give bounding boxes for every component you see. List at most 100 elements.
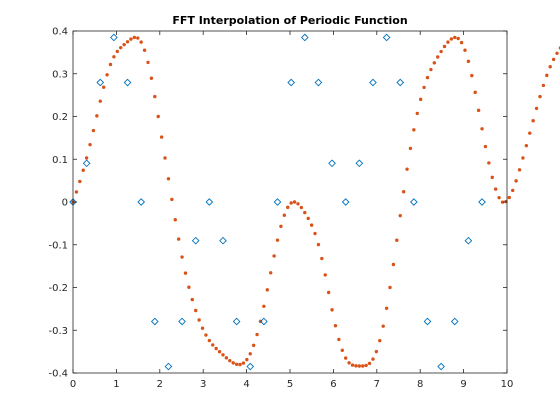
interpolated-point (350, 363, 355, 367)
interpolated-point (306, 216, 310, 221)
interpolated-point (541, 83, 546, 88)
interpolated-point (401, 190, 406, 194)
interpolated-point (146, 60, 150, 65)
y-tick-label: -0.4 (48, 369, 68, 380)
interpolated-point (112, 55, 116, 59)
interpolated-point (333, 324, 338, 328)
interpolated-point (412, 128, 416, 132)
interpolated-point (456, 36, 460, 41)
interpolated-point (354, 364, 358, 368)
sample-point (137, 198, 146, 206)
interpolated-point (91, 128, 96, 133)
interpolated-point (429, 67, 433, 72)
y-tick-label: 0.4 (52, 27, 68, 38)
x-tick-label: 6 (330, 379, 336, 390)
interpolated-point (425, 75, 430, 80)
interpolated-point (483, 144, 488, 149)
interpolated-point (98, 99, 102, 103)
x-tick-label: 7 (374, 379, 380, 390)
interpolated-point (453, 35, 457, 40)
interpolated-point (95, 114, 99, 118)
interpolated-point (200, 326, 205, 330)
sample-point (82, 159, 91, 168)
interpolated-point (531, 118, 535, 123)
interpolated-point (422, 85, 426, 90)
interpolated-point (347, 361, 351, 365)
interpolated-point (528, 131, 532, 135)
interpolated-point (221, 353, 225, 357)
interpolated-point (170, 197, 174, 202)
interpolated-point (497, 195, 501, 200)
interpolated-point (395, 238, 399, 242)
x-tick-label: 0 (70, 379, 76, 390)
interpolated-point (367, 361, 372, 366)
interpolated-point (337, 337, 341, 342)
y-tick-label: 0.3 (52, 69, 68, 80)
sample-point (341, 198, 350, 206)
x-tick-label: 5 (287, 379, 293, 390)
interpolated-point (214, 346, 218, 351)
interpolated-point (217, 350, 222, 354)
sample-point (355, 159, 364, 168)
x-tick-label: 8 (417, 379, 423, 390)
interpolated-point (262, 304, 266, 308)
interpolated-point (320, 256, 324, 261)
interpolated-point (470, 73, 474, 78)
interpolated-point (149, 76, 154, 80)
interpolated-point (286, 205, 290, 210)
interpolated-point (326, 290, 331, 295)
sample-point (300, 33, 309, 42)
interpolated-point (418, 97, 423, 102)
x-tick-label: 1 (113, 379, 119, 390)
interpolated-point (173, 217, 177, 222)
interpolated-point (119, 45, 123, 50)
interpolated-point (139, 40, 143, 44)
sample-point (369, 78, 377, 87)
interpolated-point (436, 55, 440, 59)
interpolated-point (84, 156, 89, 160)
interpolated-point (524, 143, 529, 148)
interpolated-point (238, 362, 242, 367)
interpolated-point (289, 201, 293, 205)
interpolated-point (514, 179, 518, 183)
interpolated-point (129, 37, 133, 41)
chart-title: FFT Interpolation of Periodic Function (172, 14, 407, 27)
interpolated-point (391, 262, 396, 267)
interpolated-point (88, 142, 92, 147)
interpolated-point (466, 59, 471, 64)
interpolated-point (207, 338, 212, 343)
interpolated-point (105, 73, 109, 77)
y-tick-label: 0 (62, 198, 68, 209)
interpolated-point (166, 177, 171, 181)
x-tick-label: 9 (460, 379, 466, 390)
x-tick-label: 2 (157, 379, 163, 390)
sample-point (450, 317, 459, 326)
interpolated-point (388, 285, 392, 290)
interpolated-point (292, 200, 297, 204)
interpolated-point (442, 44, 447, 49)
interpolated-point (122, 42, 126, 47)
interpolated-point (231, 361, 235, 365)
interpolated-point (500, 200, 505, 204)
interpolated-point (555, 51, 559, 55)
sample-point (273, 198, 282, 206)
interpolated-point (204, 333, 208, 337)
interpolated-point (303, 210, 307, 215)
interpolated-point (299, 205, 304, 210)
sample-point (219, 236, 227, 245)
interpolated-point (459, 40, 464, 45)
sample-point (191, 236, 200, 245)
interpolated-point (224, 356, 229, 360)
sample-point (96, 78, 105, 87)
interpolated-point (381, 324, 385, 328)
interpolated-point (245, 357, 249, 362)
interpolated-point (480, 127, 484, 131)
interpolated-point (521, 156, 525, 160)
sample-point (150, 317, 159, 326)
interpolated-point (74, 190, 79, 194)
sample-point (178, 317, 186, 326)
x-tick-label: 10 (501, 379, 514, 390)
axis-ticks (72, 30, 508, 374)
interpolated-point (343, 356, 348, 360)
